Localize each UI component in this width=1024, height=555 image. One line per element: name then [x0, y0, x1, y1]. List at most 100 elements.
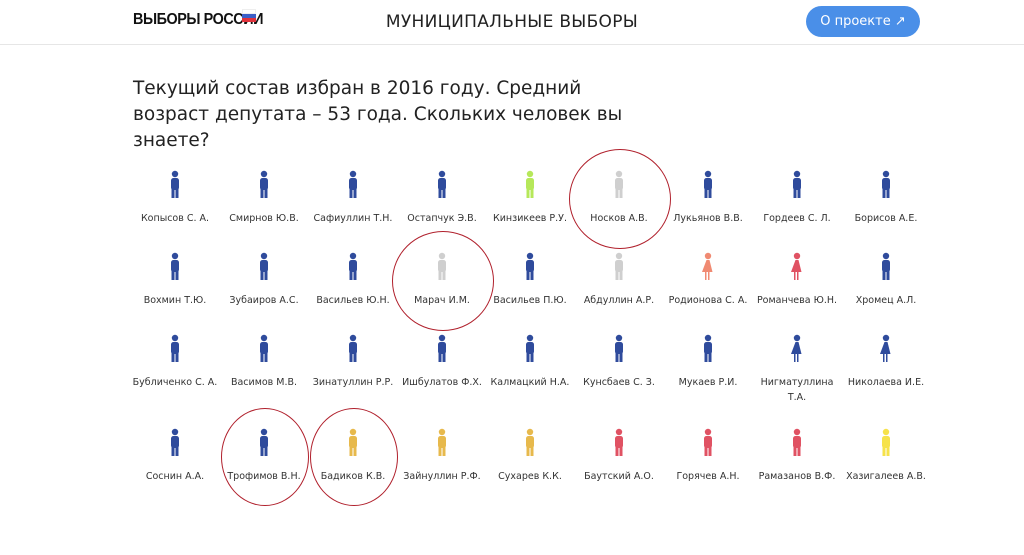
deputy-card[interactable]: Бубличенко С. А. — [130, 334, 220, 390]
deputy-name: Бубличенко С. А. — [132, 377, 218, 388]
deputy-name: Кунсбаев С. З. — [583, 377, 655, 388]
deputy-card[interactable]: Родионова С. А. — [663, 252, 753, 308]
deputy-card[interactable]: Остапчук Э.В. — [397, 170, 487, 226]
deputy-name: Хромец А.Л. — [855, 295, 917, 306]
deputy-name: Николаева И.Е. — [847, 377, 925, 388]
man-icon — [704, 428, 712, 456]
deputy-name: Баутский А.О. — [584, 471, 654, 482]
deputy-card[interactable]: Кунсбаев С. З. — [574, 334, 664, 390]
deputy-name: Марач И.М. — [414, 295, 470, 306]
deputy-card[interactable]: Хазигалеев А.В. — [841, 428, 931, 484]
deputy-card[interactable]: Вохмин Т.Ю. — [130, 252, 220, 308]
deputy-name: Нигматуллина Т.А. — [760, 377, 834, 403]
man-icon — [260, 334, 268, 362]
deputy-name: Родионова С. А. — [668, 295, 748, 306]
man-icon — [882, 252, 890, 280]
deputy-card[interactable]: Бадиков К.В. — [308, 428, 398, 484]
deputy-card[interactable]: Зинатуллин Р.Р. — [308, 334, 398, 390]
woman-icon — [880, 334, 891, 362]
deputy-card[interactable]: Горячев А.Н. — [663, 428, 753, 484]
deputy-card[interactable]: Ишбулатов Ф.Х. — [397, 334, 487, 390]
man-icon — [171, 170, 179, 198]
deputy-card[interactable]: Зубаиров А.С. — [219, 252, 309, 308]
page-title: МУНИЦИПАЛЬНЫЕ ВЫБОРЫ — [385, 12, 639, 32]
deputy-name: Абдуллин А.Р. — [583, 295, 655, 306]
deputy-card[interactable]: Трофимов В.Н. — [219, 428, 309, 484]
deputy-name: Зинатуллин Р.Р. — [312, 377, 394, 388]
deputy-name: Зайнуллин Р.Ф. — [403, 471, 481, 482]
man-icon — [704, 170, 712, 198]
man-icon — [615, 252, 623, 280]
deputy-name: Хазигалеев А.В. — [846, 471, 926, 482]
deputy-card[interactable]: Сухарев К.К. — [485, 428, 575, 484]
man-icon — [615, 428, 623, 456]
deputy-name: Горячев А.Н. — [676, 471, 740, 482]
deputy-card[interactable]: Васимов М.В. — [219, 334, 309, 390]
deputy-name: Смирнов Ю.В. — [229, 213, 299, 224]
deputy-card[interactable]: Васильев Ю.Н. — [308, 252, 398, 308]
deputy-card[interactable]: Сафиуллин Т.Н. — [308, 170, 398, 226]
man-icon — [349, 170, 357, 198]
deputy-card[interactable]: Абдуллин А.Р. — [574, 252, 664, 308]
deputy-card[interactable]: Васильев П.Ю. — [485, 252, 575, 308]
russian-flag-icon — [242, 9, 256, 22]
deputy-card[interactable]: Гордеев С. Л. — [752, 170, 842, 226]
deputy-name: Васильев Ю.Н. — [316, 295, 390, 306]
deputy-name: Мукаев Р.И. — [678, 377, 738, 388]
woman-icon — [702, 252, 713, 280]
man-icon — [260, 170, 268, 198]
woman-icon — [791, 252, 802, 280]
man-icon — [438, 428, 446, 456]
man-icon — [882, 170, 890, 198]
deputy-card[interactable]: Кинзикеев Р.У. — [485, 170, 575, 226]
deputy-card[interactable]: Баутский А.О. — [574, 428, 664, 484]
deputy-name: Носков А.В. — [590, 213, 648, 224]
deputy-card[interactable]: Мукаев Р.И. — [663, 334, 753, 390]
deputy-card[interactable]: Хромец А.Л. — [841, 252, 931, 308]
man-icon — [349, 428, 357, 456]
about-project-button[interactable]: О проекте ↗ — [806, 6, 920, 37]
man-icon — [260, 252, 268, 280]
site-logo[interactable]: ВЫБОРЫ РОССИИ — [133, 11, 264, 28]
deputy-name: Трофимов В.Н. — [227, 471, 301, 482]
deputy-name: Вохмин Т.Ю. — [143, 295, 207, 306]
man-icon — [438, 252, 446, 280]
man-icon — [526, 428, 534, 456]
intro-text: Текущий состав избран в 2016 году. Средн… — [133, 78, 623, 151]
deputy-name: Ишбулатов Ф.Х. — [402, 377, 482, 388]
deputy-card[interactable]: Марач И.М. — [397, 252, 487, 308]
man-icon — [526, 334, 534, 362]
deputy-name: Копысов С. А. — [140, 213, 210, 224]
deputy-card[interactable]: Зайнуллин Р.Ф. — [397, 428, 487, 484]
man-icon — [349, 252, 357, 280]
deputy-name: Борисов А.Е. — [854, 213, 918, 224]
deputy-card[interactable]: Калмацкий Н.А. — [485, 334, 575, 390]
deputy-card[interactable]: Романчева Ю.Н. — [752, 252, 842, 308]
deputy-card[interactable]: Смирнов Ю.В. — [219, 170, 309, 226]
deputy-name: Сухарев К.К. — [498, 471, 562, 482]
deputy-name: Зубаиров А.С. — [229, 295, 299, 306]
deputy-name: Васимов М.В. — [230, 377, 298, 388]
deputy-name: Остапчук Э.В. — [407, 213, 477, 224]
deputy-card[interactable]: Николаева И.Е. — [841, 334, 931, 390]
deputy-card[interactable]: Борисов А.Е. — [841, 170, 931, 226]
man-icon — [793, 170, 801, 198]
man-icon — [793, 428, 801, 456]
deputy-card[interactable]: Носков А.В. — [574, 170, 664, 226]
deputy-card[interactable]: Рамазанов В.Ф. — [752, 428, 842, 484]
deputy-name: Сафиуллин Т.Н. — [313, 213, 393, 224]
deputy-card[interactable]: Лукьянов В.В. — [663, 170, 753, 226]
man-icon — [615, 334, 623, 362]
man-icon — [171, 334, 179, 362]
deputy-name: Калмацкий Н.А. — [490, 377, 570, 388]
deputy-name: Кинзикеев Р.У. — [493, 213, 567, 224]
deputy-name: Бадиков К.В. — [320, 471, 386, 482]
deputy-card[interactable]: Нигматуллина Т.А. — [752, 334, 842, 405]
deputy-name: Гордеев С. Л. — [763, 213, 831, 224]
deputy-card[interactable]: Копысов С. А. — [130, 170, 220, 226]
woman-icon — [791, 334, 802, 362]
man-icon — [882, 428, 890, 456]
man-icon — [349, 334, 357, 362]
deputy-card[interactable]: Соснин А.А. — [130, 428, 220, 484]
man-icon — [526, 252, 534, 280]
